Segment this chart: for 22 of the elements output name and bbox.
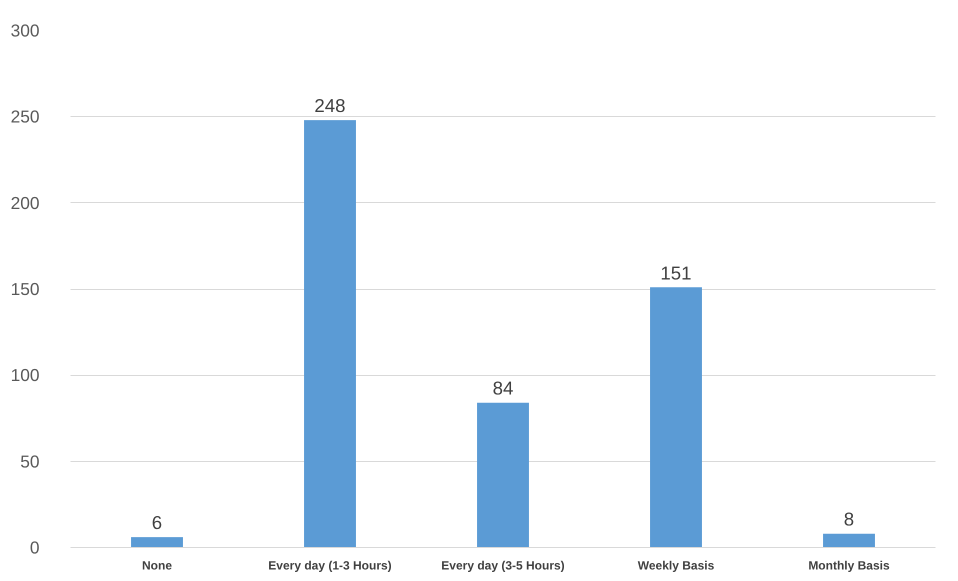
- y-tick-label: 100: [10, 365, 40, 386]
- x-tick-label: Weekly Basis: [638, 558, 715, 572]
- x-tick-label: Every day (1-3 Hours): [268, 558, 392, 572]
- y-tick-label: 250: [10, 106, 40, 127]
- y-tick-label: 300: [10, 20, 40, 40]
- bar: [304, 120, 356, 548]
- x-tick-label: Monthly Basis: [808, 558, 890, 572]
- y-tick-label: 50: [20, 451, 40, 472]
- bar: [823, 534, 875, 548]
- bar: [131, 537, 183, 548]
- data-label: 8: [844, 508, 854, 530]
- bar: [477, 402, 529, 548]
- data-label: 248: [314, 95, 346, 116]
- y-tick-label: 0: [30, 538, 40, 558]
- bar: [650, 287, 702, 548]
- data-label: 151: [660, 262, 692, 284]
- y-tick-label: 150: [10, 279, 40, 299]
- data-label: 84: [492, 378, 514, 399]
- y-tick-label: 200: [10, 192, 40, 213]
- x-tick-label: Every day (3-5 Hours): [441, 558, 565, 572]
- x-tick-label: None: [142, 558, 172, 572]
- data-label: 6: [152, 512, 162, 534]
